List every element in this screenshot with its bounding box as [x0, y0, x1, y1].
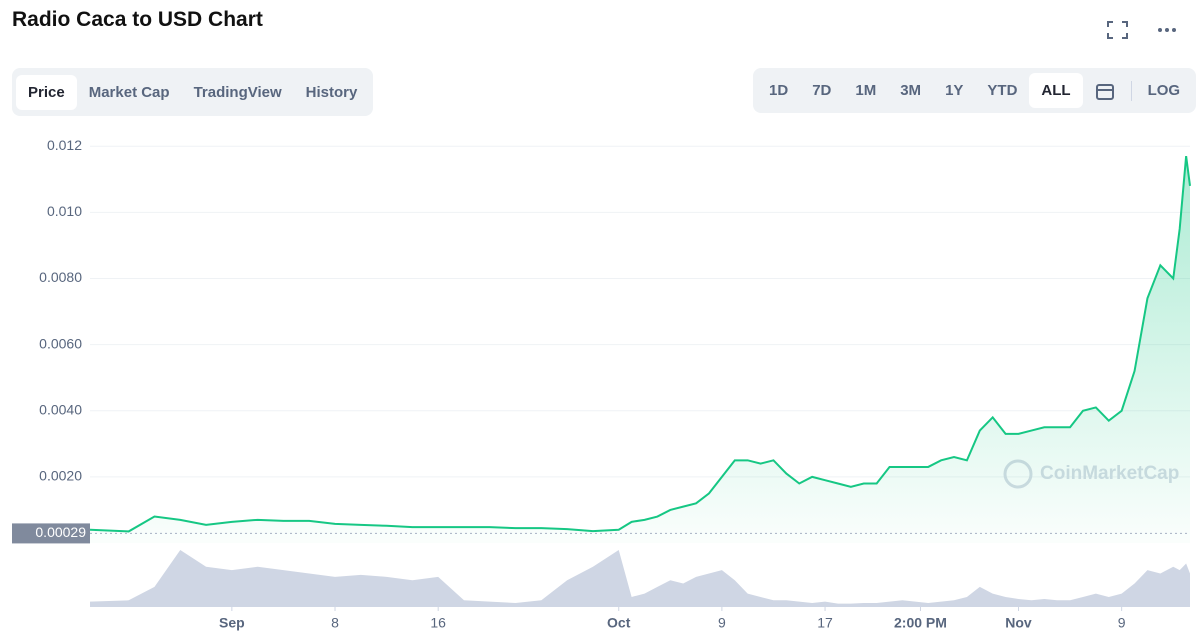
range-button[interactable]: YTD [987, 82, 1018, 99]
range-button[interactable]: ALL [1029, 73, 1083, 108]
range-button[interactable]: 1Y [945, 82, 964, 99]
x-tick-label: 8 [331, 615, 339, 631]
range-button[interactable]: 1D [769, 82, 789, 99]
range-button[interactable]: 7D [812, 82, 832, 99]
range-group: 1D 7D 1M 3M 1Y YTD ALL LOG [753, 68, 1197, 113]
y-tick-label: 0.0080 [39, 269, 82, 285]
y-tick-label: 0.0020 [39, 468, 82, 484]
y-tick-label: 0.010 [47, 203, 82, 219]
range-button[interactable]: 3M [900, 82, 922, 99]
x-tick-label: 16 [430, 615, 446, 631]
x-tick-label: 2:00 PM [894, 615, 947, 631]
price-area [90, 156, 1190, 544]
calendar-button[interactable] [1083, 73, 1127, 109]
calendar-icon [1095, 83, 1114, 100]
tab-group: Price Market Cap TradingView History [12, 68, 374, 116]
x-tick-label: Nov [1005, 615, 1032, 631]
tab[interactable]: Market Cap [88, 83, 170, 101]
price-line [89, 156, 1191, 533]
range-button[interactable]: 1M [855, 82, 877, 99]
separator [1130, 80, 1132, 101]
fullscreen-icon[interactable] [1107, 21, 1128, 39]
title: Radio Caca to USD Chart [12, 8, 263, 31]
log-button[interactable]: LOG [1147, 82, 1181, 99]
y-tick-label: 0.0040 [39, 401, 82, 417]
x-tick-label: 9 [718, 615, 726, 631]
y-tick-label: 0.0060 [39, 335, 82, 351]
x-tick-label: Sep [219, 615, 245, 631]
tab[interactable]: History [305, 83, 358, 101]
x-tick-label: 9 [1118, 615, 1126, 631]
current-price-badge [12, 523, 90, 544]
tab[interactable]: Price [16, 74, 77, 110]
tab[interactable]: TradingView [193, 83, 282, 101]
x-tick-label: 17 [817, 615, 833, 631]
x-tick-label: Oct [607, 615, 631, 631]
y-tick-label: 0.012 [47, 137, 82, 153]
current-price-label: 0.00029 [35, 524, 86, 540]
volume-area [90, 550, 1190, 607]
more-icon[interactable] [1158, 28, 1176, 32]
